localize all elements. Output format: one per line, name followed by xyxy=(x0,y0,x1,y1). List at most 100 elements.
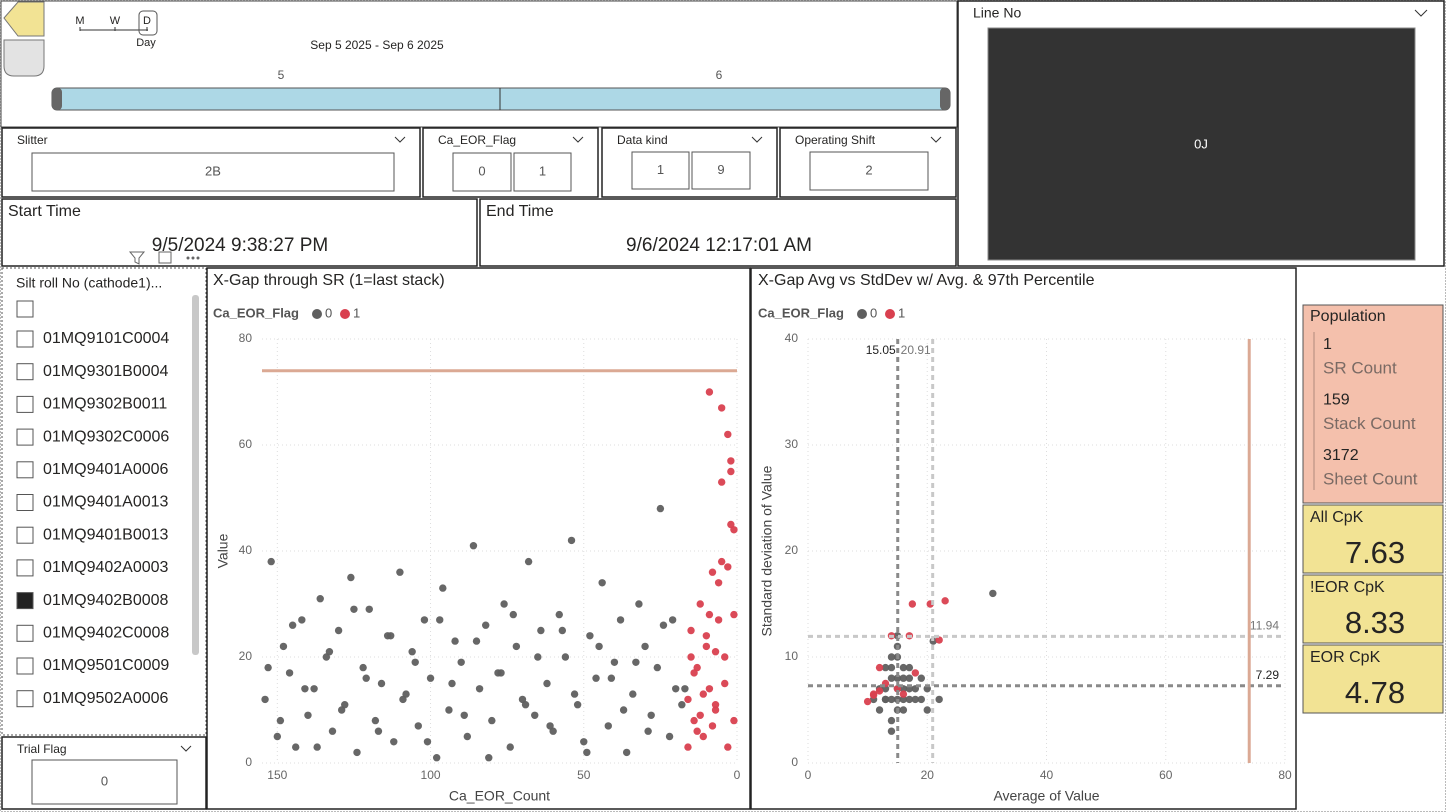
checkbox[interactable] xyxy=(16,690,34,708)
list-item[interactable]: 01MQ9402B0008 xyxy=(43,592,169,609)
slicer-option[interactable] xyxy=(809,151,929,191)
slicer-option[interactable] xyxy=(452,152,512,192)
scatter-point xyxy=(653,663,662,672)
scrollbar[interactable] xyxy=(192,295,199,655)
slicer-option-label[interactable]: 2B xyxy=(205,163,221,178)
granularity-option[interactable]: D xyxy=(143,15,151,27)
legend-label[interactable]: 1 xyxy=(898,305,905,320)
scatter-point xyxy=(359,663,367,672)
slicer-option[interactable] xyxy=(631,151,690,190)
checkbox[interactable] xyxy=(16,300,34,318)
list-panel xyxy=(1,267,207,736)
slicer-option[interactable] xyxy=(513,152,572,192)
scatter-point xyxy=(399,695,407,704)
y-axis-title: Value xyxy=(215,533,231,568)
scatter-point xyxy=(353,748,361,757)
list-item[interactable]: 01MQ9401A0013 xyxy=(43,494,169,511)
scatter-point xyxy=(482,621,490,629)
legend-label[interactable]: 0 xyxy=(870,305,877,320)
granularity-option[interactable]: M xyxy=(75,15,84,27)
scatter-point xyxy=(632,658,640,666)
scatter-point xyxy=(687,653,695,661)
slicer-option-label[interactable]: 2 xyxy=(865,162,872,177)
chevron[interactable] xyxy=(180,745,192,752)
back-button[interactable] xyxy=(3,1,45,37)
scatter-point xyxy=(635,600,643,608)
checkbox[interactable] xyxy=(16,363,34,381)
checkbox[interactable] xyxy=(16,494,34,511)
slicer-option[interactable] xyxy=(691,151,751,190)
scatter-point xyxy=(439,584,447,592)
slicer-option-label[interactable]: 1 xyxy=(657,162,664,177)
checkbox[interactable] xyxy=(16,330,34,348)
slicer-option-label[interactable]: 0 xyxy=(478,163,485,178)
chevron[interactable] xyxy=(1414,9,1428,17)
checkbox[interactable] xyxy=(16,461,34,479)
list-item[interactable]: 01MQ9401A0006 xyxy=(43,461,169,478)
scatter-point xyxy=(935,695,943,704)
legend-label[interactable]: 0 xyxy=(325,305,332,320)
scatter-point xyxy=(390,738,398,746)
scatter-point xyxy=(923,706,931,714)
line-no-value-box[interactable] xyxy=(987,27,1416,261)
kpi-card xyxy=(1302,574,1444,644)
chart-title: X-Gap Avg vs StdDev w/ Avg. & 97th Perce… xyxy=(758,272,1095,289)
scatter-point xyxy=(316,595,324,603)
scatter-point xyxy=(500,600,508,608)
granularity-option[interactable]: W xyxy=(110,15,121,27)
scatter-point xyxy=(426,674,435,682)
day-label: 6 xyxy=(716,68,723,82)
scatter-point xyxy=(696,600,704,608)
scatter-point xyxy=(908,600,917,608)
timeline-handle[interactable] xyxy=(940,88,950,110)
checkbox[interactable] xyxy=(16,395,34,413)
scatter-point xyxy=(524,557,533,566)
chevron[interactable] xyxy=(572,136,584,143)
line-no-value[interactable]: 0J xyxy=(1194,136,1208,151)
scatter-point xyxy=(610,658,619,666)
scatter-point xyxy=(598,579,606,587)
side-tab[interactable] xyxy=(3,39,45,77)
slicer-option[interactable] xyxy=(31,152,395,192)
list-item[interactable]: 01MQ9502A0006 xyxy=(43,690,169,707)
chevron[interactable] xyxy=(930,136,942,143)
population-title: Population xyxy=(1310,308,1386,325)
chevron[interactable] xyxy=(394,136,406,143)
list-item[interactable]: 01MQ9302B0011 xyxy=(43,396,167,413)
slicer-option-label[interactable]: 9 xyxy=(717,162,724,177)
legend-label[interactable]: 1 xyxy=(353,305,360,320)
scatter-point xyxy=(869,691,878,699)
slicer-option[interactable] xyxy=(31,759,178,805)
scatter-point xyxy=(337,706,346,714)
list-item[interactable]: 01MQ9301B0004 xyxy=(43,363,169,380)
list-item[interactable]: 01MQ9101C0004 xyxy=(43,330,169,347)
list-item[interactable]: 01MQ9402A0003 xyxy=(43,559,169,576)
list-item[interactable]: 01MQ9401B0013 xyxy=(43,526,169,543)
scatter-point xyxy=(989,589,997,598)
scatter-point xyxy=(451,637,459,645)
checkbox[interactable] xyxy=(16,559,34,577)
list-item[interactable]: 01MQ9302C0006 xyxy=(43,428,169,445)
checkbox[interactable] xyxy=(16,428,34,446)
slicer-option-label[interactable]: 0 xyxy=(101,773,108,788)
scatter-point xyxy=(911,695,920,704)
population-value: 159 xyxy=(1323,392,1350,409)
checkbox[interactable] xyxy=(16,624,34,642)
checkbox[interactable] xyxy=(16,657,34,675)
scatter-point xyxy=(717,478,726,486)
list-item[interactable]: 01MQ9501C0009 xyxy=(43,657,169,674)
x-tick-label: 100 xyxy=(421,768,441,782)
y-tick-label: 30 xyxy=(785,437,799,451)
slicer-option-label[interactable]: 1 xyxy=(539,163,546,178)
timeline-bar[interactable] xyxy=(51,87,951,111)
checkbox[interactable] xyxy=(16,592,34,610)
x-tick-label: 0 xyxy=(734,768,741,782)
list-item[interactable]: 01MQ9402C0008 xyxy=(43,625,169,642)
scatter-point xyxy=(595,642,603,651)
chevron[interactable] xyxy=(751,136,763,143)
checkbox[interactable] xyxy=(16,526,34,544)
scatter-point xyxy=(905,695,914,704)
timeline-handle[interactable] xyxy=(52,88,62,110)
scatter-point xyxy=(887,663,896,672)
visual-header-icons[interactable] xyxy=(128,251,200,265)
